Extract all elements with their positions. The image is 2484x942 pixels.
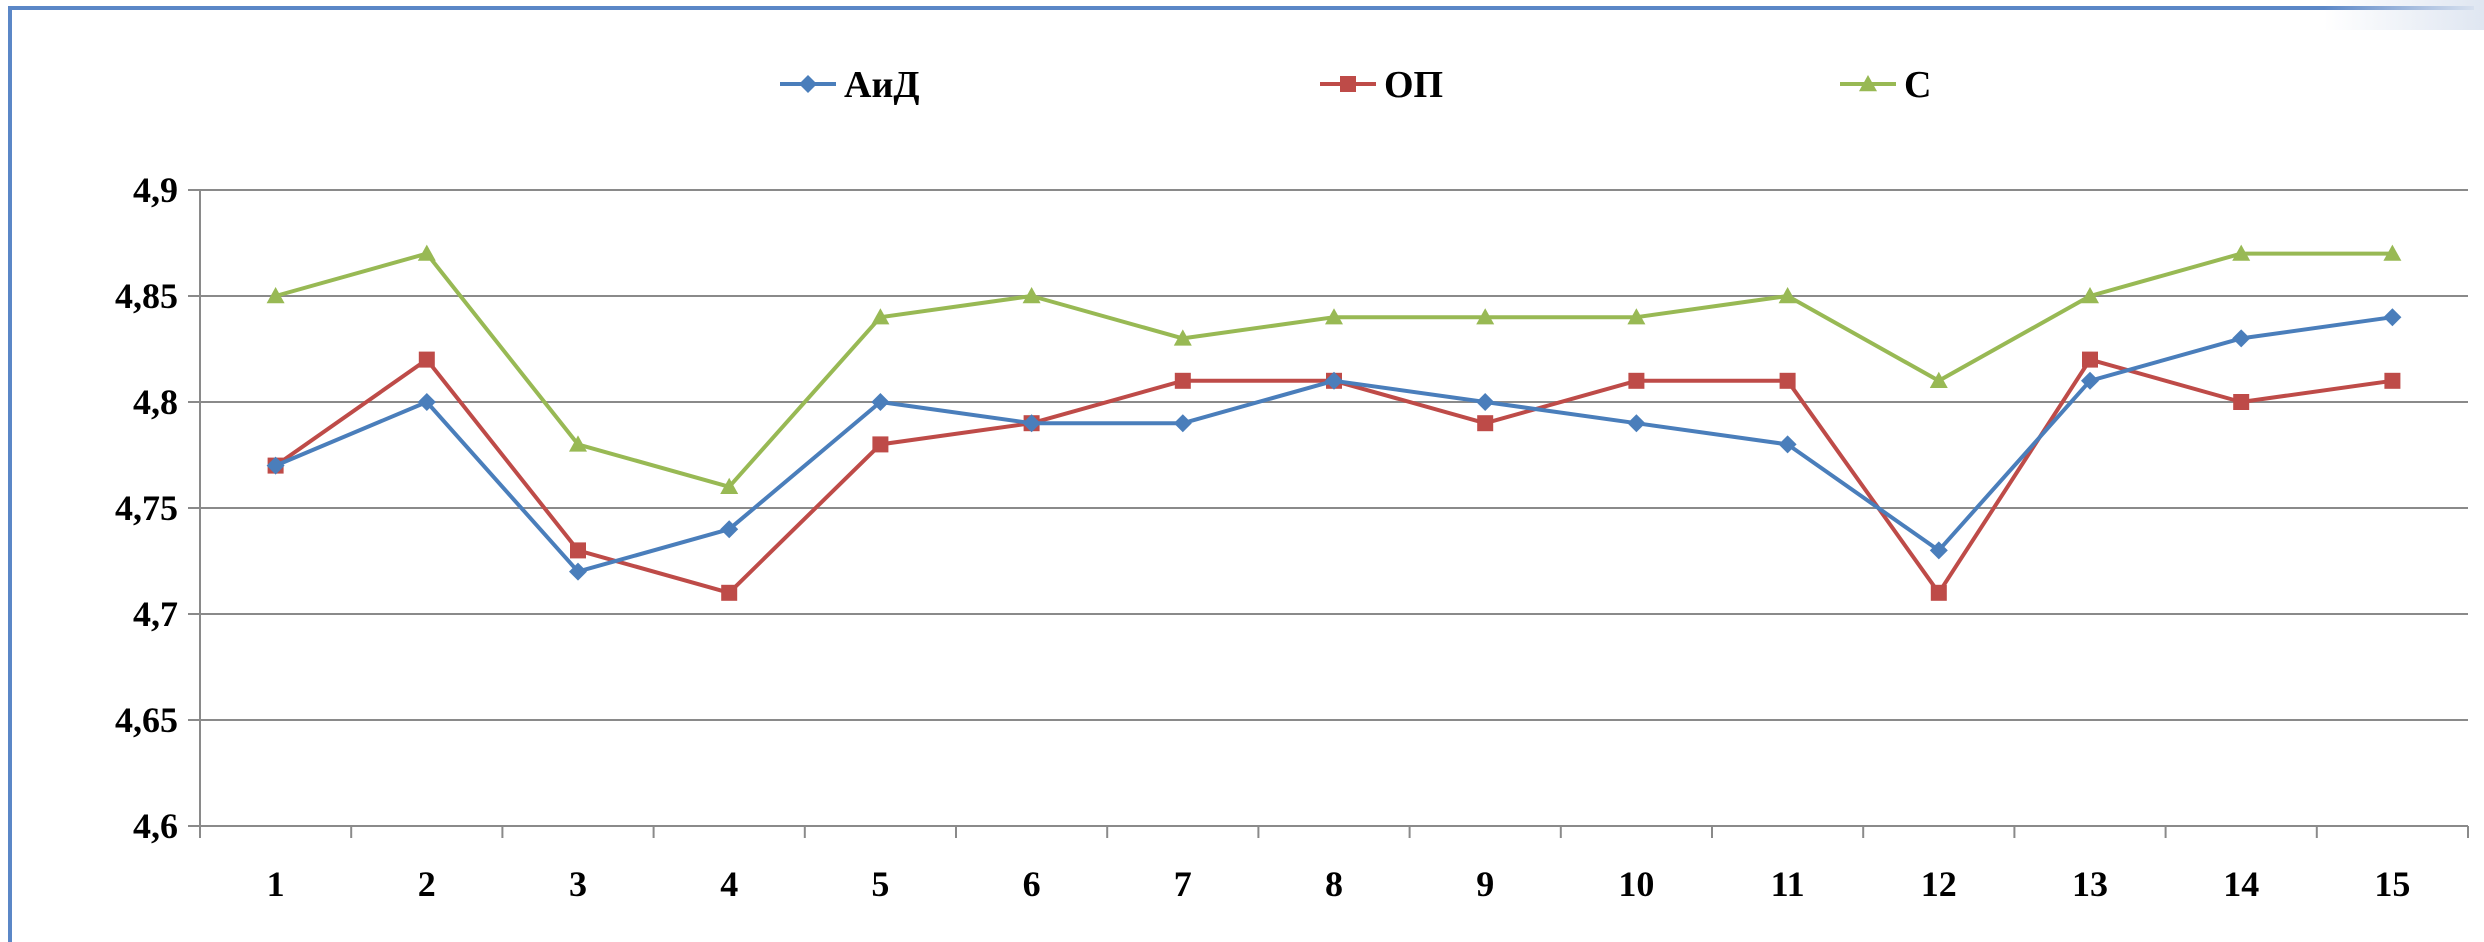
data-point (1929, 541, 1948, 560)
legend-marker (799, 75, 817, 93)
x-axis-tick-labels: 1 2 3 4 5 6 7 8 9 10 11 12 13 14 15 (267, 864, 2411, 904)
x-tick-label: 4 (720, 864, 738, 904)
data-point (1930, 584, 1947, 601)
data-point (1779, 372, 1796, 389)
data-point (720, 520, 739, 539)
data-point (1627, 308, 1646, 325)
series-0 (266, 308, 2402, 581)
data-point (720, 477, 739, 494)
data-point (417, 393, 436, 411)
x-tick-label: 7 (1174, 864, 1192, 904)
data-point (2081, 371, 2099, 390)
legend-item: ОП (1320, 64, 1443, 106)
legend-marker (1340, 76, 1356, 92)
series-2 (266, 244, 2402, 494)
data-point (871, 393, 890, 411)
y-tick-label: 4,7 (133, 594, 178, 634)
corner-decoration (2324, 0, 2484, 30)
y-tick-label: 4,65 (115, 700, 178, 740)
data-point (1325, 308, 1343, 325)
data-point (570, 542, 586, 559)
legend: АиД ОП С (780, 64, 1931, 106)
data-point (266, 456, 285, 475)
data-point (569, 435, 587, 452)
series-group (266, 244, 2402, 601)
y-tick-label: 4,9 (133, 170, 178, 210)
x-tick-label: 15 (2374, 864, 2410, 904)
data-point (2384, 372, 2401, 389)
data-point (2232, 244, 2251, 261)
x-tick-label: 11 (1771, 864, 1805, 904)
data-point (2081, 287, 2099, 304)
legend-item: С (1840, 64, 1931, 106)
legend-label: АиД (844, 64, 919, 106)
y-axis-tick-labels: 4,6 4,65 4,7 4,75 4,8 4,85 4,9 (115, 170, 178, 846)
data-point (2383, 244, 2402, 261)
y-tick-label: 4,85 (115, 276, 178, 316)
data-point (266, 287, 285, 304)
y-tick-label: 4,6 (133, 806, 178, 846)
legend-label: С (1904, 64, 1931, 106)
data-point (1022, 414, 1041, 433)
legend-label: ОП (1384, 64, 1443, 106)
data-point (418, 351, 435, 368)
series-line (274, 315, 2393, 574)
data-point (569, 562, 587, 581)
legend-marker (1859, 75, 1877, 92)
legend-item: АиД (780, 64, 919, 106)
data-point (1325, 371, 1343, 390)
gridlines (200, 189, 2468, 721)
data-point (871, 308, 890, 325)
x-tick-label: 9 (1476, 864, 1494, 904)
x-tick-label: 1 (267, 864, 285, 904)
data-point (1173, 414, 1192, 433)
data-point (2383, 308, 2402, 327)
x-tick-label: 10 (1618, 864, 1654, 904)
data-point (2232, 329, 2251, 348)
data-point (1022, 287, 1041, 304)
axes (188, 189, 2469, 838)
x-tick-label: 14 (2223, 864, 2259, 904)
data-point (1778, 287, 1797, 304)
data-point (872, 436, 889, 453)
series-line (274, 357, 2393, 595)
data-point (1173, 329, 1192, 346)
x-tick-label: 13 (2072, 864, 2108, 904)
data-point (2082, 351, 2098, 368)
chart-frame (8, 6, 2474, 942)
x-tick-label: 8 (1325, 864, 1343, 904)
x-tick-label: 6 (1023, 864, 1041, 904)
x-tick-label: 12 (1921, 864, 1957, 904)
y-tick-label: 4,8 (133, 382, 178, 422)
x-tick-label: 3 (569, 864, 587, 904)
x-tick-label: 2 (418, 864, 436, 904)
data-point (721, 584, 738, 601)
data-point (1929, 371, 1948, 388)
series-line (275, 251, 2393, 489)
data-point (2233, 394, 2250, 410)
x-tick-label: 5 (871, 864, 889, 904)
data-point (1628, 372, 1645, 389)
y-tick-label: 4,75 (115, 488, 178, 528)
data-point (1174, 372, 1191, 389)
data-point (1476, 308, 1495, 325)
data-point (1477, 415, 1494, 432)
data-point (1778, 435, 1797, 454)
data-point (1627, 414, 1646, 433)
data-point (417, 244, 436, 261)
data-point (1476, 393, 1495, 411)
